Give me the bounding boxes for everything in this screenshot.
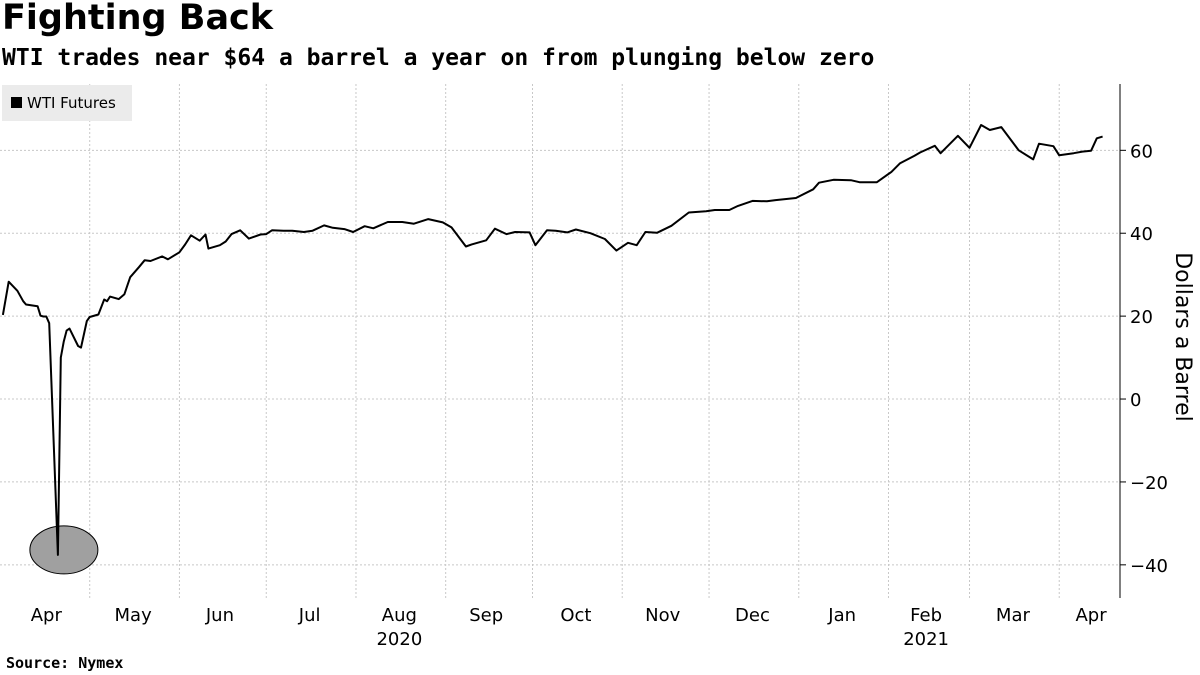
source-note: Source: Nymex	[6, 654, 124, 672]
x-tick-label: Sep	[469, 605, 503, 626]
x-tick-label: Feb	[910, 605, 942, 626]
x-tick-label: Aug	[382, 605, 417, 626]
x-tick-label: Jul	[298, 605, 321, 626]
x-tick-label: Mar	[996, 605, 1031, 626]
legend-swatch	[11, 97, 22, 108]
x-tick-label: Dec	[735, 605, 770, 626]
x-year-label: 2021	[903, 629, 949, 650]
y-tick-label: −20	[1130, 473, 1168, 494]
y-tick-label: 0	[1130, 390, 1141, 411]
y-tick-label: 60	[1130, 141, 1153, 162]
x-tick-label: May	[115, 605, 153, 626]
legend-label: WTI Futures	[27, 94, 116, 112]
y-tick-label: 40	[1130, 224, 1153, 245]
y-tick-label: 20	[1130, 307, 1153, 328]
y-axis-title: Dollars a Barrel	[1170, 252, 1195, 422]
x-tick-label: Apr	[31, 605, 63, 626]
series-line-wti-futures	[1, 124, 1103, 556]
chart-subtitle: WTI trades near $64 a barrel a year on f…	[2, 45, 875, 71]
y-tick-label: −40	[1130, 556, 1168, 577]
x-tick-label: Nov	[645, 605, 680, 626]
x-tick-label: Jan	[827, 605, 856, 626]
x-year-label: 2020	[376, 629, 422, 650]
legend-box	[2, 85, 132, 121]
x-tick-label: Apr	[1075, 605, 1107, 626]
annotation-ellipse	[29, 525, 99, 575]
chart-title: Fighting Back	[2, 0, 274, 38]
x-tick-label: Jun	[205, 605, 234, 626]
x-tick-label: Oct	[560, 605, 591, 626]
